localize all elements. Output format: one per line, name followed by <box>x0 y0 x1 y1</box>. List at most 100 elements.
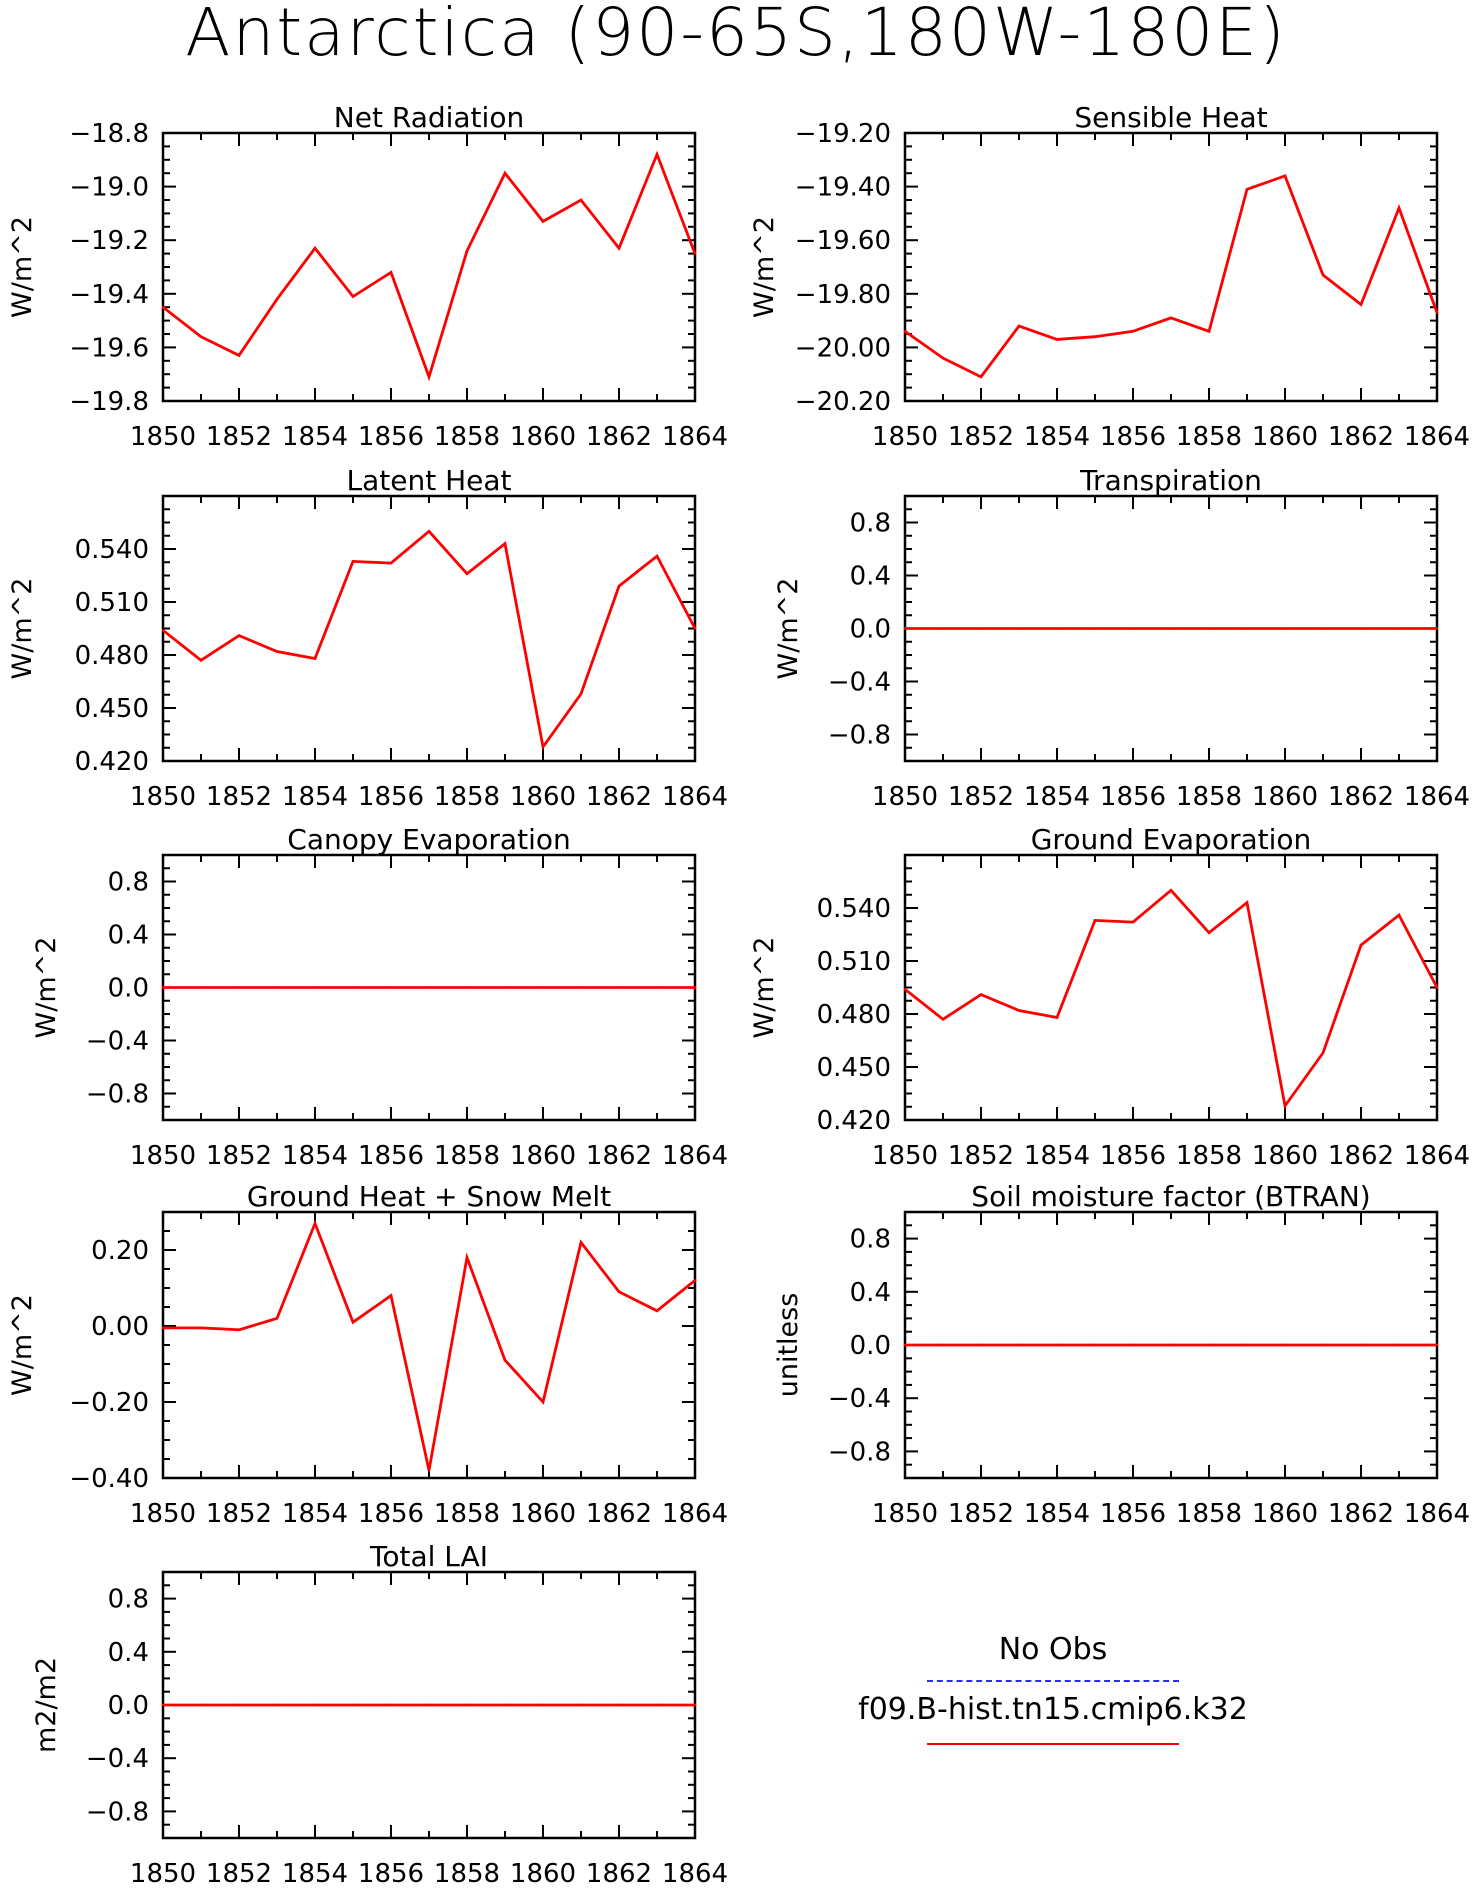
data-point <box>579 1703 583 1707</box>
data-point <box>275 297 279 301</box>
y-tick-label: −19.2 <box>69 226 149 256</box>
data-point <box>1321 1051 1325 1055</box>
data-point <box>1397 206 1401 210</box>
data-point <box>541 220 545 223</box>
data-point <box>1283 1104 1287 1108</box>
x-tick-label: 1860 <box>1252 422 1318 452</box>
panel-canopy-evaporation: 1850 1852 1854 1856 1858 1860 1862 1864 0.8 0.4 0.… <box>31 823 728 1171</box>
x-tick-label: 1864 <box>1404 1141 1470 1171</box>
x-tick-label: 1854 <box>282 782 348 812</box>
data-point <box>693 627 697 630</box>
series-line <box>904 174 1439 379</box>
data-point <box>1169 1343 1173 1347</box>
y-axis-label: W/m^2 <box>749 216 780 318</box>
data-point <box>941 627 945 630</box>
data-point <box>1055 1343 1059 1347</box>
data-point <box>313 1222 317 1225</box>
data-point <box>1321 273 1325 277</box>
series-line <box>162 529 697 751</box>
x-tick-label: 1862 <box>586 1141 652 1171</box>
x-tick-label: 1854 <box>282 1859 348 1889</box>
x-tick-label: 1862 <box>586 782 652 812</box>
data-point <box>427 986 431 989</box>
x-tick-label: 1856 <box>1100 422 1166 452</box>
data-point <box>1359 943 1363 947</box>
x-tick-label: 1850 <box>130 782 196 812</box>
panel-latent-heat: 1850 1852 1854 1856 1858 1860 1862 1864 0.540 0.5… <box>7 464 728 812</box>
y-tick-label: 0.480 <box>817 1000 891 1030</box>
x-tick-label: 1860 <box>1252 1499 1318 1529</box>
x-tick-label: 1864 <box>1404 422 1470 452</box>
data-point <box>579 692 583 696</box>
data-point <box>313 1703 317 1707</box>
data-point <box>1131 1343 1135 1347</box>
data-point <box>1169 316 1173 320</box>
y-tick-label: −19.6 <box>69 333 149 363</box>
data-point <box>1093 1343 1097 1347</box>
data-point <box>655 986 659 989</box>
data-point <box>1321 627 1325 630</box>
data-point <box>351 1703 355 1707</box>
data-point <box>427 1469 431 1472</box>
x-tick-label: 1858 <box>434 1141 500 1171</box>
panel-title: Ground Evaporation <box>1031 823 1312 856</box>
x-tick-label: 1858 <box>1176 1499 1242 1529</box>
data-point <box>503 1703 507 1707</box>
data-point <box>1397 913 1401 917</box>
data-point <box>1017 627 1021 630</box>
x-tick-label: 1854 <box>1024 1141 1090 1171</box>
y-tick-label: 0.4 <box>108 921 149 951</box>
data-point <box>655 1309 659 1313</box>
data-point <box>161 306 165 309</box>
panel-soil-moisture-factor-btran: 1850 1852 1854 1856 1858 1860 1862 1864 0.8 0.4 0.… <box>773 1180 1470 1529</box>
x-tick-label: 1858 <box>1176 1141 1242 1171</box>
x-tick-label: 1854 <box>1024 422 1090 452</box>
data-point <box>903 1343 907 1347</box>
y-tick-label: 0.8 <box>850 1225 891 1255</box>
x-tick-label: 1854 <box>1024 782 1090 812</box>
data-point <box>1207 330 1211 333</box>
data-point <box>237 634 241 637</box>
y-tick-label: 0.20 <box>91 1236 149 1266</box>
x-tick-label: 1862 <box>1328 782 1394 812</box>
data-point <box>617 986 621 989</box>
y-axis-label: W/m^2 <box>749 937 780 1039</box>
y-tick-label: 0.420 <box>817 1106 891 1136</box>
x-tick-label: 1864 <box>1404 1499 1470 1529</box>
y-tick-label: −0.8 <box>828 721 891 751</box>
data-point <box>275 986 279 989</box>
data-point <box>1321 1343 1325 1347</box>
x-tick-label: 1860 <box>1252 1141 1318 1171</box>
data-point <box>389 561 393 565</box>
x-tick-label: 1864 <box>662 422 728 452</box>
data-point <box>503 542 507 545</box>
y-tick-label: −19.80 <box>795 280 891 310</box>
data-point <box>1245 627 1249 630</box>
data-point <box>1359 627 1363 630</box>
x-tick-label: 1856 <box>1100 1141 1166 1171</box>
x-tick-label: 1858 <box>1176 422 1242 452</box>
legend-swatch-no-obs <box>927 1680 1179 1682</box>
y-tick-label: −0.4 <box>86 1027 149 1057</box>
data-point <box>655 554 659 558</box>
legend-label-no-obs: No Obs <box>998 1632 1108 1667</box>
data-point <box>313 986 317 989</box>
panel-title: Soil moisture factor (BTRAN) <box>971 1180 1370 1213</box>
x-tick-label: 1864 <box>662 1499 728 1529</box>
data-point <box>941 356 945 360</box>
y-axis-label: m2/m2 <box>31 1657 62 1753</box>
data-point <box>465 1703 469 1707</box>
y-tick-label: 0.510 <box>75 588 149 618</box>
x-tick-label: 1850 <box>130 1499 196 1529</box>
x-tick-label: 1850 <box>130 422 196 452</box>
y-tick-label: 0.540 <box>75 535 149 565</box>
panel-ground-heat-snow-melt: 1850 1852 1854 1856 1858 1860 1862 1864 0.20 0.00… <box>7 1180 728 1529</box>
data-point <box>541 986 545 989</box>
y-tick-label: 0.420 <box>75 747 149 777</box>
y-tick-label: −0.4 <box>828 1384 891 1414</box>
plot-frame <box>161 1210 697 1480</box>
figure-title: Antarctica (90-65S,180W-180E) <box>185 0 1287 71</box>
data-point <box>389 1294 393 1297</box>
data-point <box>541 1400 545 1404</box>
data-point <box>1131 330 1135 333</box>
